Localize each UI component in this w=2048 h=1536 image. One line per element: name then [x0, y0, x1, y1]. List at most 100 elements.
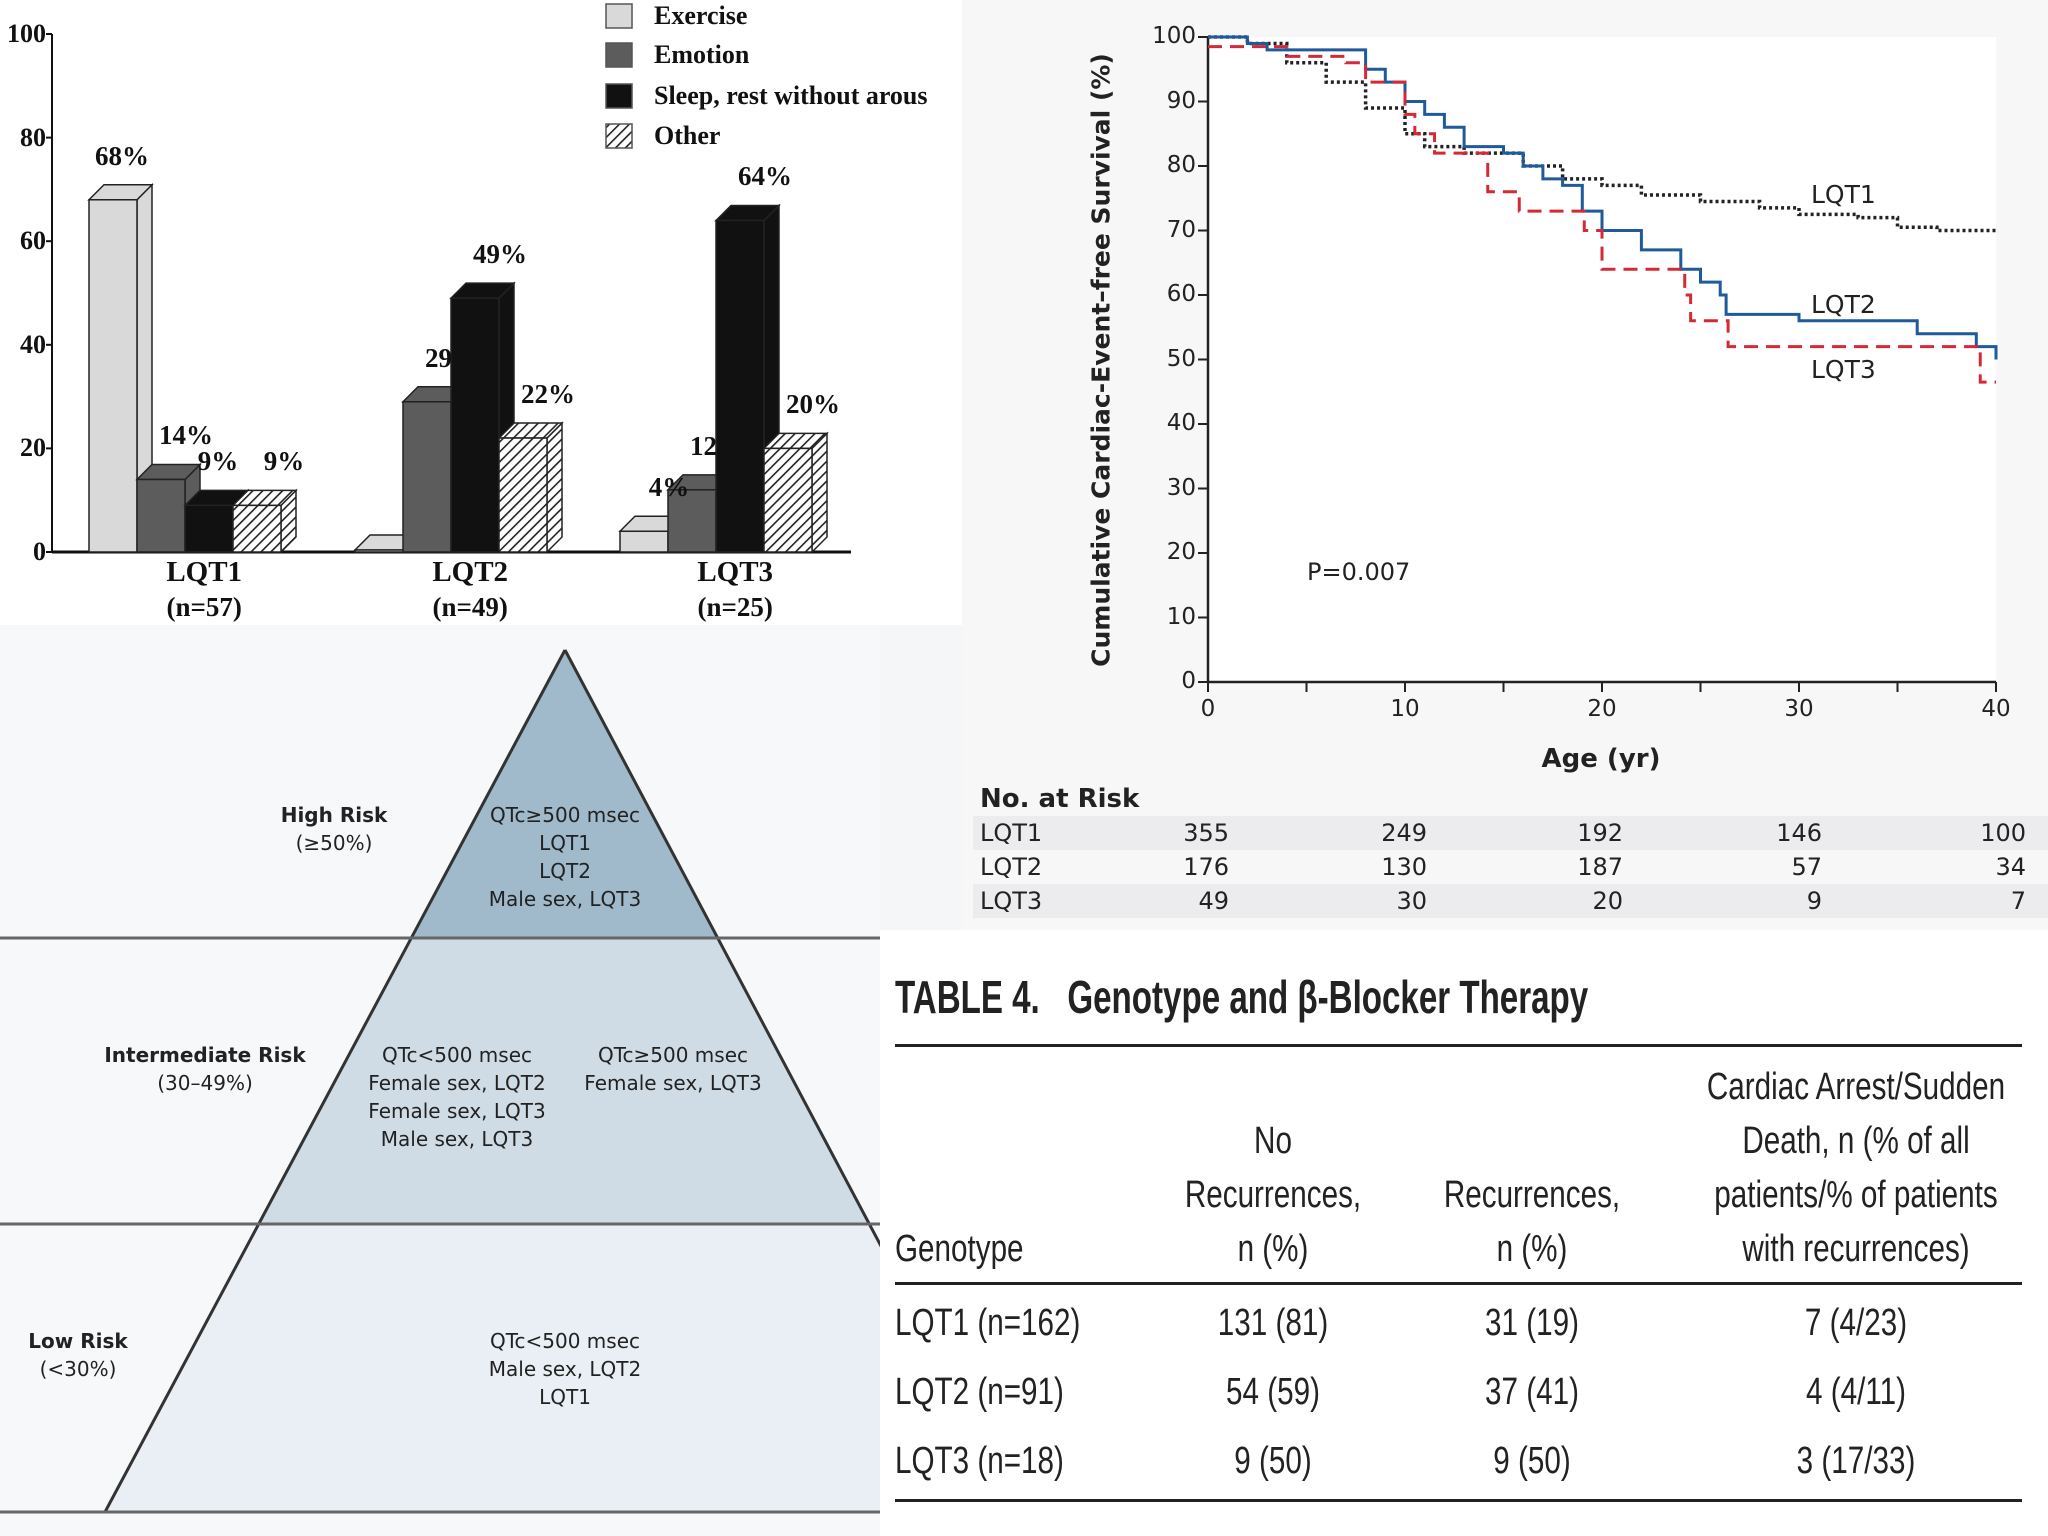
risk-value: 146 — [1776, 819, 1822, 847]
column-header: with recurrences) — [1742, 1228, 1970, 1270]
table-cell: 3 (17/33) — [1796, 1440, 1916, 1482]
legend-swatch — [605, 42, 633, 68]
risk-value: 49 — [1198, 887, 1229, 915]
table-cell: LQT1 (n=162) — [895, 1302, 1081, 1344]
legend-swatch — [605, 3, 633, 29]
y-tick-label: 40 — [20, 329, 46, 359]
bar-front — [354, 549, 404, 553]
tier-low-criteria: QTc<500 msec Male sex, LQT2 LQT1 — [488, 1329, 642, 1409]
bar-front — [88, 199, 138, 553]
column-header: patients/% of patients — [1714, 1174, 1998, 1216]
column-header: Genotype — [895, 1228, 1024, 1270]
bar-front — [402, 401, 452, 553]
column-header: n (%) — [1237, 1228, 1309, 1270]
survival-curve-lqt3 — [1208, 45, 1996, 384]
bar-side — [811, 431, 828, 554]
tier-high-fill — [413, 650, 718, 938]
tier-low-title: Low Risk (<30%) — [28, 1329, 128, 1381]
y-tick-label: 70 — [1166, 216, 1196, 243]
tier-intermediate-criteria-left: QTc<500 msec Female sex, LQT2 Female sex,… — [368, 1043, 546, 1151]
legend-swatch — [605, 123, 633, 149]
y-tick-label: 80 — [1166, 152, 1196, 178]
risk-row-label: LQT3 — [980, 887, 1043, 915]
tier-high-criteria: QTc≥500 msec LQT1 LQT2 Male sex, LQT3 — [488, 803, 642, 911]
risk-value: 9 — [1806, 887, 1822, 915]
risk-table-title: No. at Risk — [980, 784, 1140, 814]
data-label: 14% — [159, 420, 213, 451]
table-title-text: Genotype and β-Blocker Therapy — [1067, 971, 1589, 1023]
risk-value: 34 — [1995, 853, 2026, 881]
legend-label: Sleep, rest without arous — [654, 81, 928, 110]
survival-curve-chart — [1198, 35, 1998, 692]
risk-value: 30 — [1396, 887, 1427, 915]
data-label: 68% — [95, 140, 149, 171]
risk-value: 187 — [1577, 853, 1623, 881]
data-label: 29% — [425, 342, 479, 373]
column-header: Cardiac Arrest/Sudden — [1706, 1066, 2006, 1108]
series-label: LQT1 — [1811, 180, 1876, 209]
x-tick-label: 30 — [1784, 696, 1814, 722]
trigger-bar-chart-panel: Exercise Emotion Sleep, rest without arous… — [0, 0, 962, 625]
top-rule — [895, 1044, 2022, 1047]
legend-label: Emotion — [654, 40, 750, 69]
category-sublabel: (n=49) — [432, 592, 508, 622]
table-4: TABLE 4. Genotype and β-Blocker Therapy … — [880, 930, 2048, 1536]
risk-value: 249 — [1381, 819, 1427, 847]
table-cell: LQT2 (n=91) — [895, 1371, 1064, 1413]
y-tick-label: 100 — [1152, 23, 1196, 49]
legend-swatch — [605, 83, 633, 109]
y-tick-label: 10 — [1166, 603, 1196, 630]
tier-low-fill — [105, 1224, 880, 1512]
tier-intermediate-criteria-right: QTc≥500 msec Female sex, LQT3 — [584, 1043, 762, 1095]
table-cell: 31 (19) — [1485, 1302, 1579, 1344]
trigger-bar-chart — [46, 3, 851, 554]
y-tick-label: 40 — [1166, 410, 1196, 436]
bar-front — [715, 219, 765, 553]
data-label: 12% — [690, 430, 744, 461]
y-tick-label: 60 — [20, 226, 46, 256]
category-label: LQT3 — [697, 556, 774, 588]
y-tick-label: 20 — [1166, 539, 1196, 565]
x-tick-label: 40 — [1981, 696, 2011, 722]
category-sublabel: (n=57) — [166, 592, 242, 622]
survival-chart-panel: Cumulative Cardiac-Event–free Survival (… — [962, 0, 2048, 930]
y-tick-label: 0 — [1181, 668, 1196, 694]
risk-value: 57 — [1791, 853, 1822, 881]
data-label: 4% — [648, 472, 690, 503]
survival-curve-lqt1 — [1208, 35, 1996, 233]
y-axis-label: Cumulative Cardiac-Event–free Survival (… — [1086, 53, 1116, 667]
table-cell: 9 (50) — [1234, 1440, 1312, 1482]
y-tick-label: 20 — [20, 433, 46, 463]
data-label: 49% — [473, 239, 527, 270]
risk-row-label: LQT1 — [980, 819, 1043, 847]
risk-value: 192 — [1577, 819, 1623, 847]
bottom-rule — [895, 1499, 2022, 1502]
y-tick-label: 30 — [1166, 474, 1196, 501]
table-cell: 131 (81) — [1217, 1302, 1329, 1344]
legend-label: Exercise — [654, 1, 748, 30]
column-header: Death, n (% of all — [1742, 1120, 1970, 1162]
risk-value: 130 — [1381, 853, 1427, 881]
bar-front — [450, 297, 500, 553]
risk-value: 7 — [2010, 887, 2026, 915]
risk-pyramid-diagram: High Risk (≥50%) QTc≥500 msec LQT1 LQT2 Mal… — [0, 625, 880, 1536]
table-cell: 54 (59) — [1226, 1371, 1320, 1413]
tier-high-title: High Risk (≥50%) — [280, 803, 388, 855]
table-number: TABLE 4. — [895, 971, 1040, 1023]
legend-label: Other — [654, 121, 721, 150]
y-tick-label: 80 — [20, 122, 46, 152]
risk-row-bg — [973, 816, 2048, 850]
bar-front — [498, 437, 548, 553]
column-header: Recurrences, — [1443, 1174, 1621, 1216]
bar-front — [232, 504, 282, 553]
y-tick-label: 90 — [1166, 87, 1196, 114]
survival-curve-lqt2 — [1208, 35, 1998, 360]
bar-front — [619, 530, 669, 553]
bar-front — [763, 447, 813, 553]
risk-value: 355 — [1183, 819, 1229, 847]
category-label: LQT1 — [166, 556, 243, 588]
risk-value: 100 — [1980, 819, 2026, 847]
table-cell: 37 (41) — [1485, 1371, 1579, 1413]
data-label: 22% — [521, 379, 575, 410]
x-tick-label: 10 — [1390, 696, 1420, 722]
